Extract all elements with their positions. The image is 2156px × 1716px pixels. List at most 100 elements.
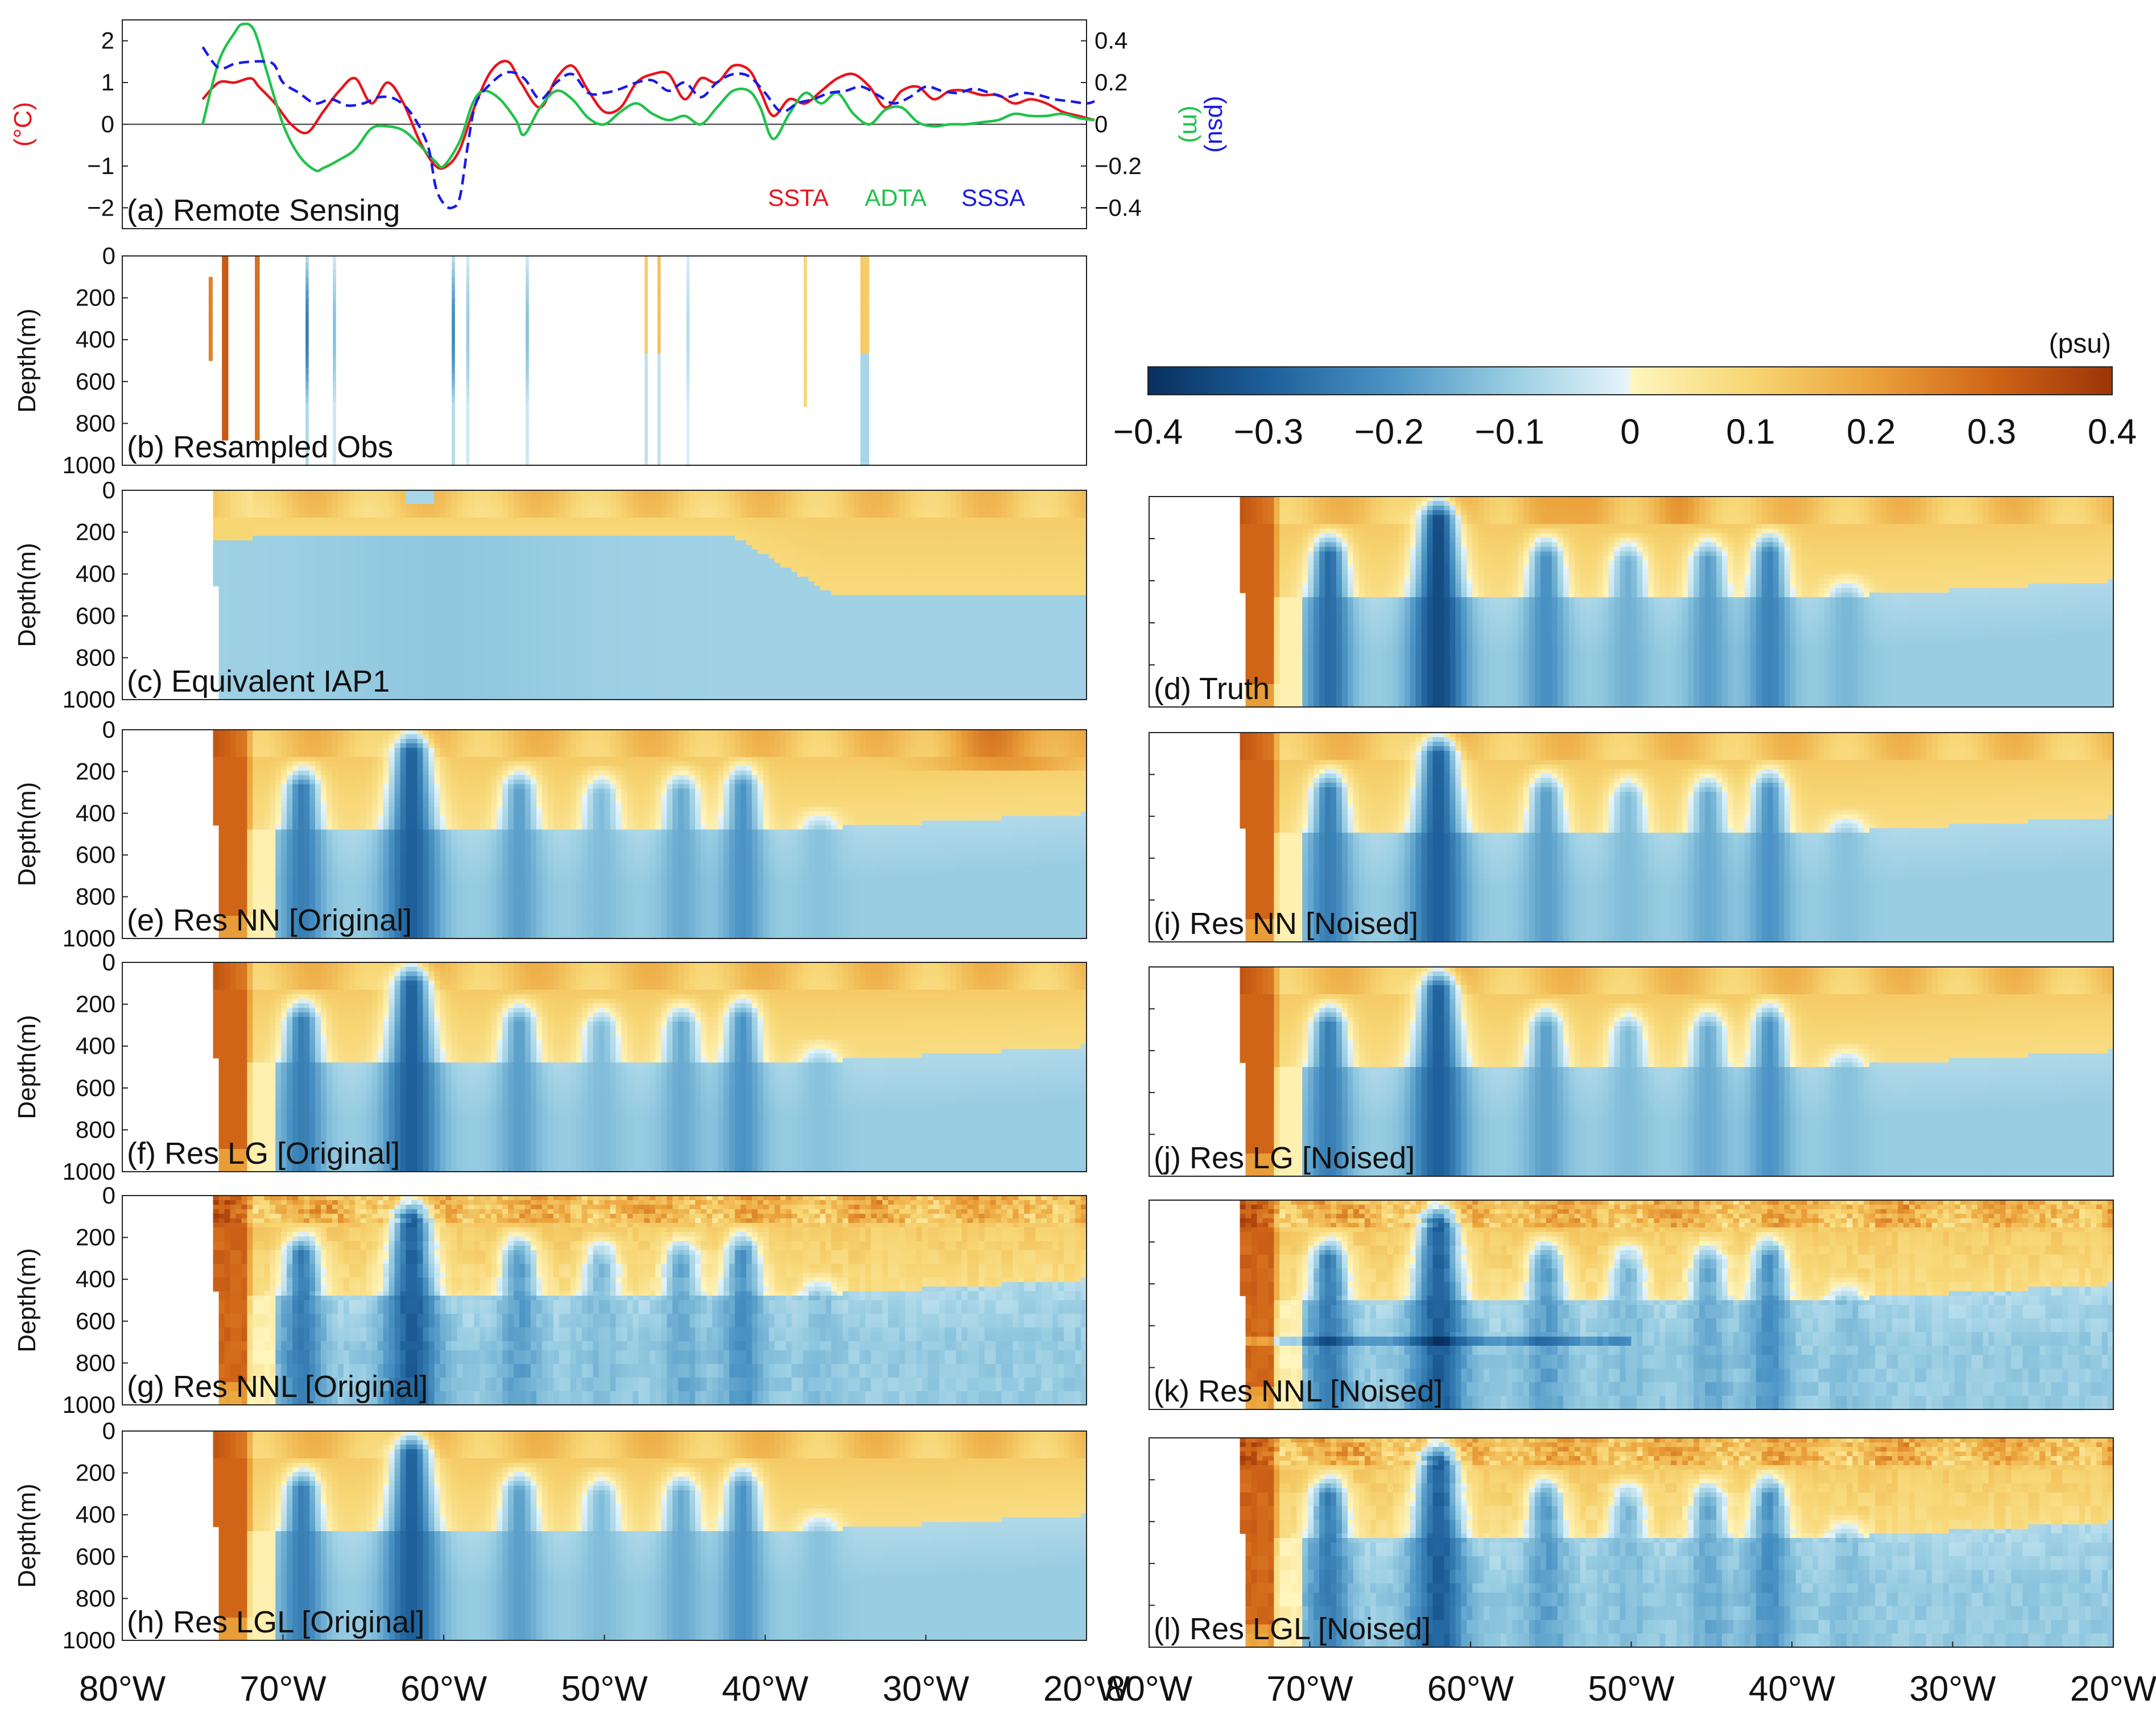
heatmap-cell [457,536,463,541]
obs-profile-cell [466,361,470,368]
heatmap-cell [565,545,571,550]
heatmap-cell [241,518,247,523]
heatmap-cell [485,640,491,646]
heatmap-cell [366,577,373,582]
heatmap-cell [395,645,401,650]
panel-b: (b) Resampled Obs [122,256,1087,466]
obs-profile-cell [333,312,336,319]
heatmap-cell [389,604,395,609]
obs-profile-cell [305,284,309,291]
obs-profile-cell [333,270,336,278]
heatmap-cell [508,554,514,559]
heatmap-cell [236,549,242,555]
heatmap-cell [485,599,491,605]
right-tick-label: 0.4 [1094,27,1127,54]
heatmap-cell [462,613,469,618]
heatmap-cell [588,686,594,691]
heatmap-cell [332,549,338,555]
heatmap-cell [559,636,565,641]
heatmap-cell [514,650,520,655]
heatmap-cell [378,549,384,555]
heatmap-cell [497,618,503,623]
heatmap-cell [474,599,480,605]
heatmap-cell [219,599,225,605]
heatmap-cell [389,536,395,541]
obs-profile-cell [452,367,455,375]
heatmap-cell [372,540,378,545]
heatmap-cell [423,618,429,623]
heatmap-cell [462,663,469,668]
heatmap-cell [253,631,259,636]
heatmap-cell [253,559,259,564]
heatmap-cell [462,586,469,591]
heatmap-cell [554,613,560,618]
heatmap-cell [412,613,418,618]
heatmap-cell [548,650,554,655]
heatmap-cell [418,563,424,568]
heatmap-cell [554,654,560,659]
heatmap-cell [434,518,440,523]
heatmap-cell [445,568,452,573]
heatmap-cell [236,518,242,523]
obs-profile-cell [305,346,309,354]
heatmap-cell [445,650,452,655]
heatmap-cell [423,513,429,518]
heatmap-cell [349,650,356,655]
heatmap-cell [468,549,474,555]
heatmap-cell [440,527,446,532]
heatmap-cell [519,590,526,596]
heatmap-cell [559,549,565,555]
obs-profile-cell [526,403,529,410]
obs-profile-cell [466,388,470,396]
heatmap-cell [434,645,440,650]
heatmap-cell [230,522,236,527]
heatmap-cell [497,654,503,659]
heatmap-cell [502,604,509,609]
obs-profile-cell [804,387,807,392]
heatmap-cell [462,581,469,586]
heatmap-cell [372,613,378,618]
heatmap-cell [400,622,407,627]
heatmap-cell [559,554,565,559]
heatmap-cell [309,604,316,609]
heatmap-cell [270,577,276,582]
heatmap-cell [315,590,321,596]
heatmap-cell [525,549,531,555]
obs-profile-cell [209,283,213,286]
heatmap-cell [582,618,588,623]
heatmap-cell [236,599,242,605]
heatmap-cell [485,604,491,609]
heatmap-cell [258,577,265,582]
heatmap-cell [400,668,407,673]
heatmap-cell [338,595,344,600]
heatmap-cell [554,527,560,532]
obs-profile-cell [305,388,309,396]
heatmap-cell [571,622,577,627]
heatmap-cell [474,536,480,541]
heatmap-cell [287,586,293,591]
heatmap-cell [514,659,520,664]
heatmap-cell [389,659,395,664]
heatmap-cell [440,672,446,677]
heatmap-cell [270,568,276,573]
heatmap-cell [514,577,520,582]
heatmap-cell [275,622,282,627]
obs-profile-cell [466,451,470,458]
heatmap-cell [565,577,571,582]
heatmap-cell [525,586,531,591]
heatmap-cell [412,668,418,673]
heatmap-cell [406,636,412,641]
heatmap-cell [531,690,537,696]
heatmap-cell [275,540,282,545]
heatmap-cell [445,627,452,632]
heatmap-cell [247,622,253,627]
heatmap-cell [292,559,299,564]
heatmap-cell [480,572,486,577]
obs-profile-cell [658,298,661,305]
heatmap-cell [321,654,327,659]
heatmap-cell [559,527,565,532]
heatmap-cell [361,636,367,641]
heatmap-cell [418,586,424,591]
heatmap-cell [389,654,395,659]
heatmap-cell [366,545,373,550]
